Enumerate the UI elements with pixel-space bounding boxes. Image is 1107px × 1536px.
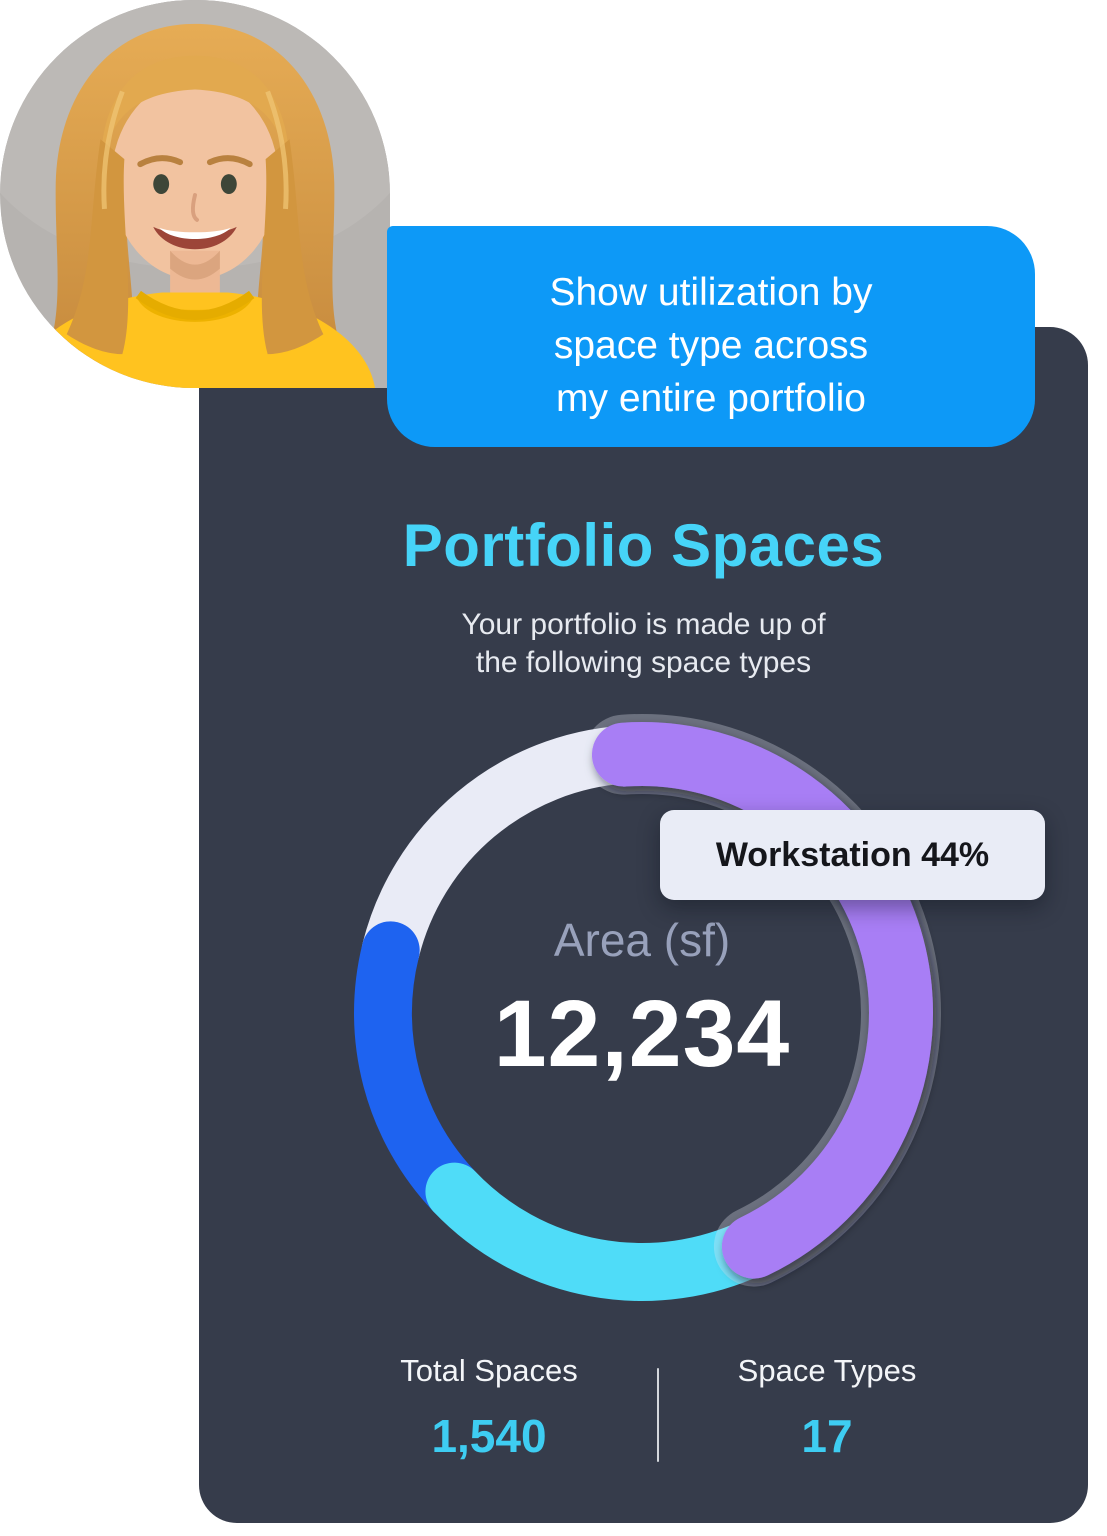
area-unit-label: Area (sf): [553, 914, 731, 966]
donut-center-metric: Area (sf) 12,234: [342, 912, 942, 1086]
subtitle-line-1: Your portfolio is made up of: [461, 608, 826, 641]
utilization-donut-chart: [354, 714, 941, 1301]
stat-total-spaces: Total Spaces 1,540: [309, 1351, 669, 1463]
chart-tooltip-workstation: Workstation 44%: [660, 810, 1045, 900]
donut-segment[interactable]: [425, 1162, 783, 1301]
subtitle-line-2: the following space types: [475, 646, 812, 679]
stat-total-spaces-value: 1,540: [431, 1410, 547, 1462]
stat-space-types: Space Types 17: [647, 1351, 1007, 1463]
chat-line-3: my entire portfolio: [556, 377, 866, 420]
stat-total-spaces-label: Total Spaces: [400, 1353, 578, 1388]
user-avatar: [0, 0, 390, 388]
card-subtitle: Your portfolio is made up of the followi…: [199, 606, 1088, 682]
area-total-value: 12,234: [493, 981, 791, 1087]
page-title: Portfolio Spaces: [402, 512, 885, 579]
chat-bubble: Show utilization by space type across my…: [387, 226, 1035, 447]
woman-portrait-illustration: [0, 0, 390, 388]
chat-line-1: Show utilization by: [549, 271, 873, 314]
chat-line-2: space type across: [553, 324, 869, 367]
stats-divider: [657, 1368, 659, 1462]
donut-segment[interactable]: [361, 725, 653, 980]
stat-space-types-label: Space Types: [737, 1353, 917, 1388]
donut-segment[interactable]: [354, 921, 484, 1221]
portfolio-spaces-card: Portfolio Spaces Your portfolio is made …: [199, 327, 1088, 1523]
chart-tooltip-text: Workstation 44%: [715, 835, 990, 874]
stat-space-types-value: 17: [801, 1410, 853, 1462]
donut-segment-workstation[interactable]: [591, 722, 933, 1279]
